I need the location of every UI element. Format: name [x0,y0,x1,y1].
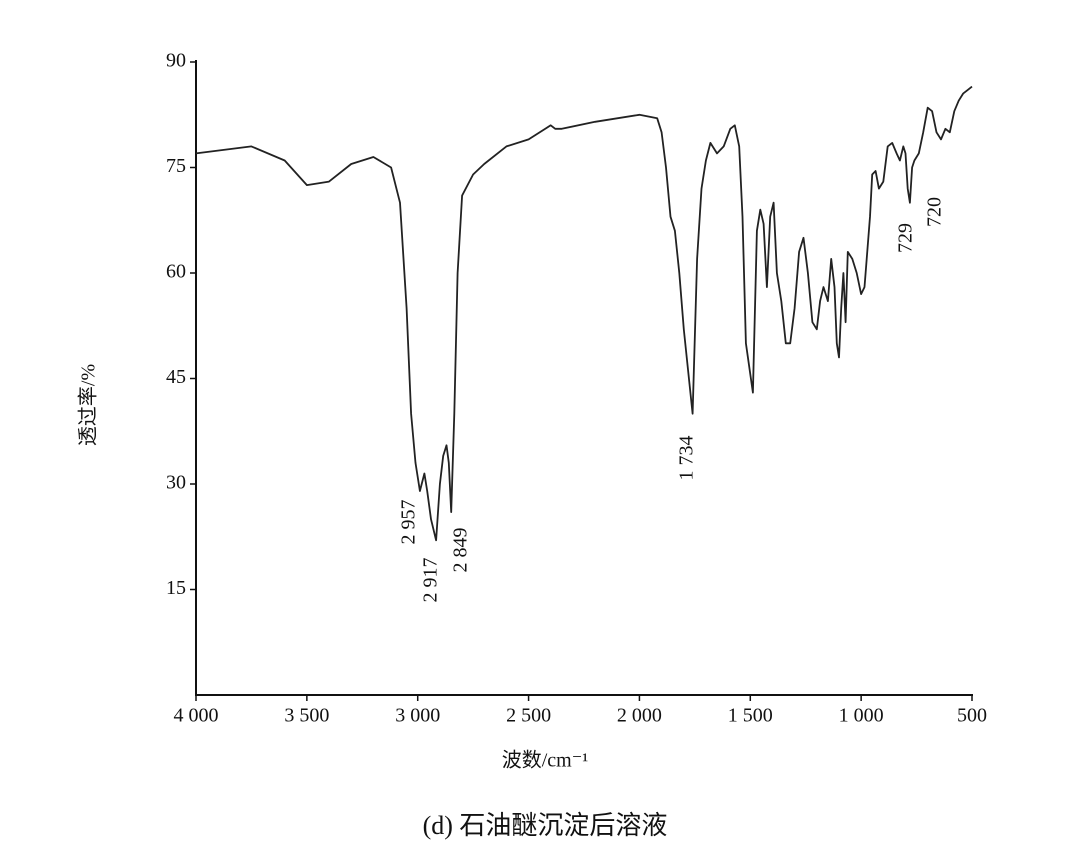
peak-annotation: 729 [895,223,917,253]
y-tick-label: 60 [166,261,186,283]
peak-annotation: 2 957 [398,500,420,545]
peak-annotation: 720 [924,197,946,227]
x-axis-label: 波数/cm⁻¹ [502,749,589,772]
caption: (d) 石油醚沉淀后溶液 [423,811,668,840]
x-tick-label: 3 500 [284,705,329,727]
x-tick-label: 3 000 [395,705,440,727]
x-tick-label: 1 000 [839,705,884,727]
y-tick-label: 45 [166,366,186,388]
y-tick-label: 30 [166,472,186,494]
x-tick-label: 2 000 [617,705,662,727]
x-tick-label: 4 000 [174,705,219,727]
y-tick-label: 15 [166,577,186,599]
y-tick-label: 75 [166,155,186,177]
x-tick-label: 2 500 [506,705,551,727]
peak-annotation: 1 734 [676,436,698,481]
peak-annotation: 2 917 [420,558,442,603]
x-tick-label: 1 500 [728,705,773,727]
y-axis-label: 透过率/% [77,364,100,446]
spectrum-line [195,85,973,542]
y-tick-label: 90 [166,50,186,72]
peak-annotation: 2 849 [450,528,472,573]
x-tick-label: 500 [957,705,987,727]
